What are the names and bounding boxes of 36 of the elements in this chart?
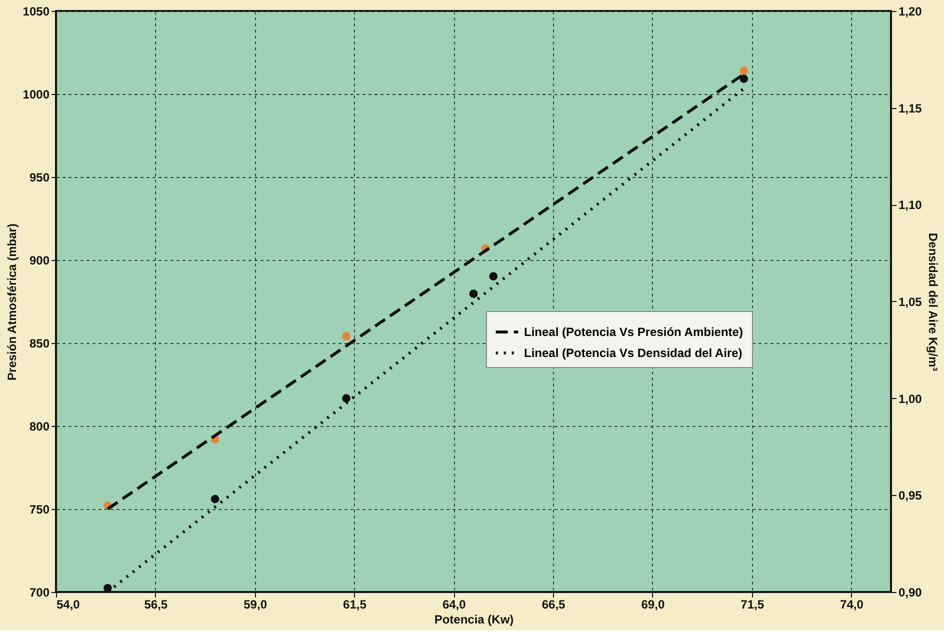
x-tick-label: 66,5 <box>542 598 566 612</box>
y-tick-label: 1050 <box>22 4 50 18</box>
y2-axis-title: Densidad del Aire Kg/m³ <box>926 232 940 372</box>
x-tick-label: 59,0 <box>244 598 268 612</box>
y-tick-label: 850 <box>29 336 50 350</box>
point <box>740 74 748 83</box>
point <box>469 290 478 298</box>
x-tick-label: 56,5 <box>144 598 168 612</box>
y2-tick-label: 0,90 <box>898 586 922 600</box>
x-tick-label: 69,0 <box>641 598 665 612</box>
y2-tick-label: 1,15 <box>898 101 922 116</box>
y-tick-label: 800 <box>29 420 50 434</box>
x-tick-label: 61,5 <box>343 598 367 612</box>
point <box>210 494 220 504</box>
x-tick-label: 54,0 <box>56 598 80 612</box>
y2-tick-label: 1,00 <box>898 392 922 406</box>
y-tick-label: 950 <box>29 170 50 184</box>
x-tick-label: 64,0 <box>442 598 466 612</box>
y2-tick-label: 1,05 <box>898 295 922 309</box>
y2-tick-label: 1,10 <box>898 198 922 212</box>
y-tick-label: 750 <box>29 502 50 516</box>
x-tick-label: 74,0 <box>840 598 864 612</box>
point <box>342 394 350 403</box>
x-axis-title: Potencia (Kw) <box>434 612 514 626</box>
y-tick-label: 900 <box>29 254 50 268</box>
point <box>489 272 498 280</box>
point <box>342 332 350 341</box>
legend-label: Lineal (Potencia Vs Densidad del Aire) <box>524 346 742 360</box>
y-tick-label: 700 <box>29 586 50 600</box>
y2-tick-label: 1,20 <box>898 4 922 18</box>
y2-tick-label: 0,95 <box>898 488 922 503</box>
x-tick-label: 71,5 <box>740 598 764 612</box>
y-tick-label: 1000 <box>22 88 50 102</box>
point <box>740 66 748 75</box>
y-axis-title: Presión Atmosférica (mbar) <box>4 224 19 380</box>
legend-label: Lineal (Potencia Vs Presión Ambiente) <box>524 325 743 339</box>
